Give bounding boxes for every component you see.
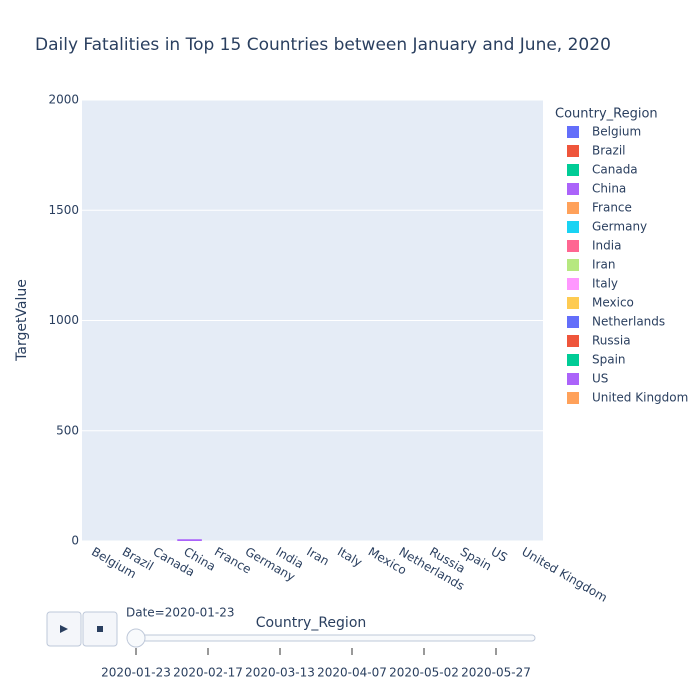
legend-label[interactable]: Italy (592, 277, 618, 291)
legend-swatch[interactable] (567, 164, 579, 176)
legend-label[interactable]: United Kingdom (592, 391, 688, 405)
slider-tick-label: 2020-04-07 (317, 666, 387, 680)
bar (177, 539, 202, 541)
legend-swatch[interactable] (567, 221, 579, 233)
slider-tick-label: 2020-05-27 (461, 666, 531, 680)
legend-label[interactable]: Iran (592, 258, 615, 272)
legend-swatch[interactable] (567, 373, 579, 385)
stop-icon (97, 626, 103, 632)
legend-label[interactable]: Canada (592, 163, 638, 177)
legend-swatch[interactable] (567, 335, 579, 347)
slider-track[interactable] (126, 634, 536, 642)
legend-swatch[interactable] (567, 316, 579, 328)
x-tick-label: Iran (304, 545, 331, 569)
legend-label[interactable]: Netherlands (592, 315, 665, 329)
legend-swatch[interactable] (567, 126, 579, 138)
legend-label[interactable]: Russia (592, 334, 631, 348)
legend-swatch[interactable] (567, 202, 579, 214)
play-icon (60, 625, 68, 633)
x-tick-label: United Kingdom (519, 545, 609, 605)
slider-tick-label: 2020-05-02 (389, 666, 459, 680)
stop-button[interactable] (82, 611, 118, 647)
legend-label[interactable]: India (592, 239, 621, 253)
y-tick-label: 500 (56, 423, 79, 437)
legend-swatch[interactable] (567, 278, 579, 290)
legend-swatch[interactable] (567, 183, 579, 195)
play-button[interactable] (46, 611, 82, 647)
legend-swatch[interactable] (567, 240, 579, 252)
legend-label[interactable]: Brazil (592, 144, 626, 158)
legend-label[interactable]: US (592, 372, 608, 386)
y-tick-label: 1500 (48, 203, 79, 217)
legend-swatch[interactable] (567, 259, 579, 271)
legend-swatch[interactable] (567, 354, 579, 366)
legend-label[interactable]: Germany (592, 220, 647, 234)
x-axis-label: Country_Region (256, 615, 367, 631)
slider-handle[interactable] (126, 628, 146, 648)
y-tick-label: 2000 (48, 93, 79, 107)
slider-tick-label: 2020-02-17 (173, 666, 243, 680)
y-axis-label: TargetValue (14, 279, 30, 362)
legend-title: Country_Region (555, 107, 658, 122)
slider-current: Date=2020-01-23 (126, 606, 234, 620)
x-tick-label: Italy (335, 545, 365, 570)
legend-swatch[interactable] (567, 297, 579, 309)
legend-label[interactable]: Spain (592, 353, 626, 367)
legend-label[interactable]: France (592, 201, 632, 215)
legend-label[interactable]: Mexico (592, 296, 634, 310)
legend-label[interactable]: Belgium (592, 125, 641, 139)
slider-tick-label: 2020-01-23 (101, 666, 171, 680)
legend-swatch[interactable] (567, 392, 579, 404)
legend-label[interactable]: China (592, 182, 626, 196)
chart-title: Daily Fatalities in Top 15 Countries bet… (35, 35, 611, 55)
y-tick-label: 1000 (48, 313, 79, 327)
y-tick-label: 0 (71, 534, 79, 548)
slider-tick-label: 2020-03-13 (245, 666, 315, 680)
legend-swatch[interactable] (567, 145, 579, 157)
